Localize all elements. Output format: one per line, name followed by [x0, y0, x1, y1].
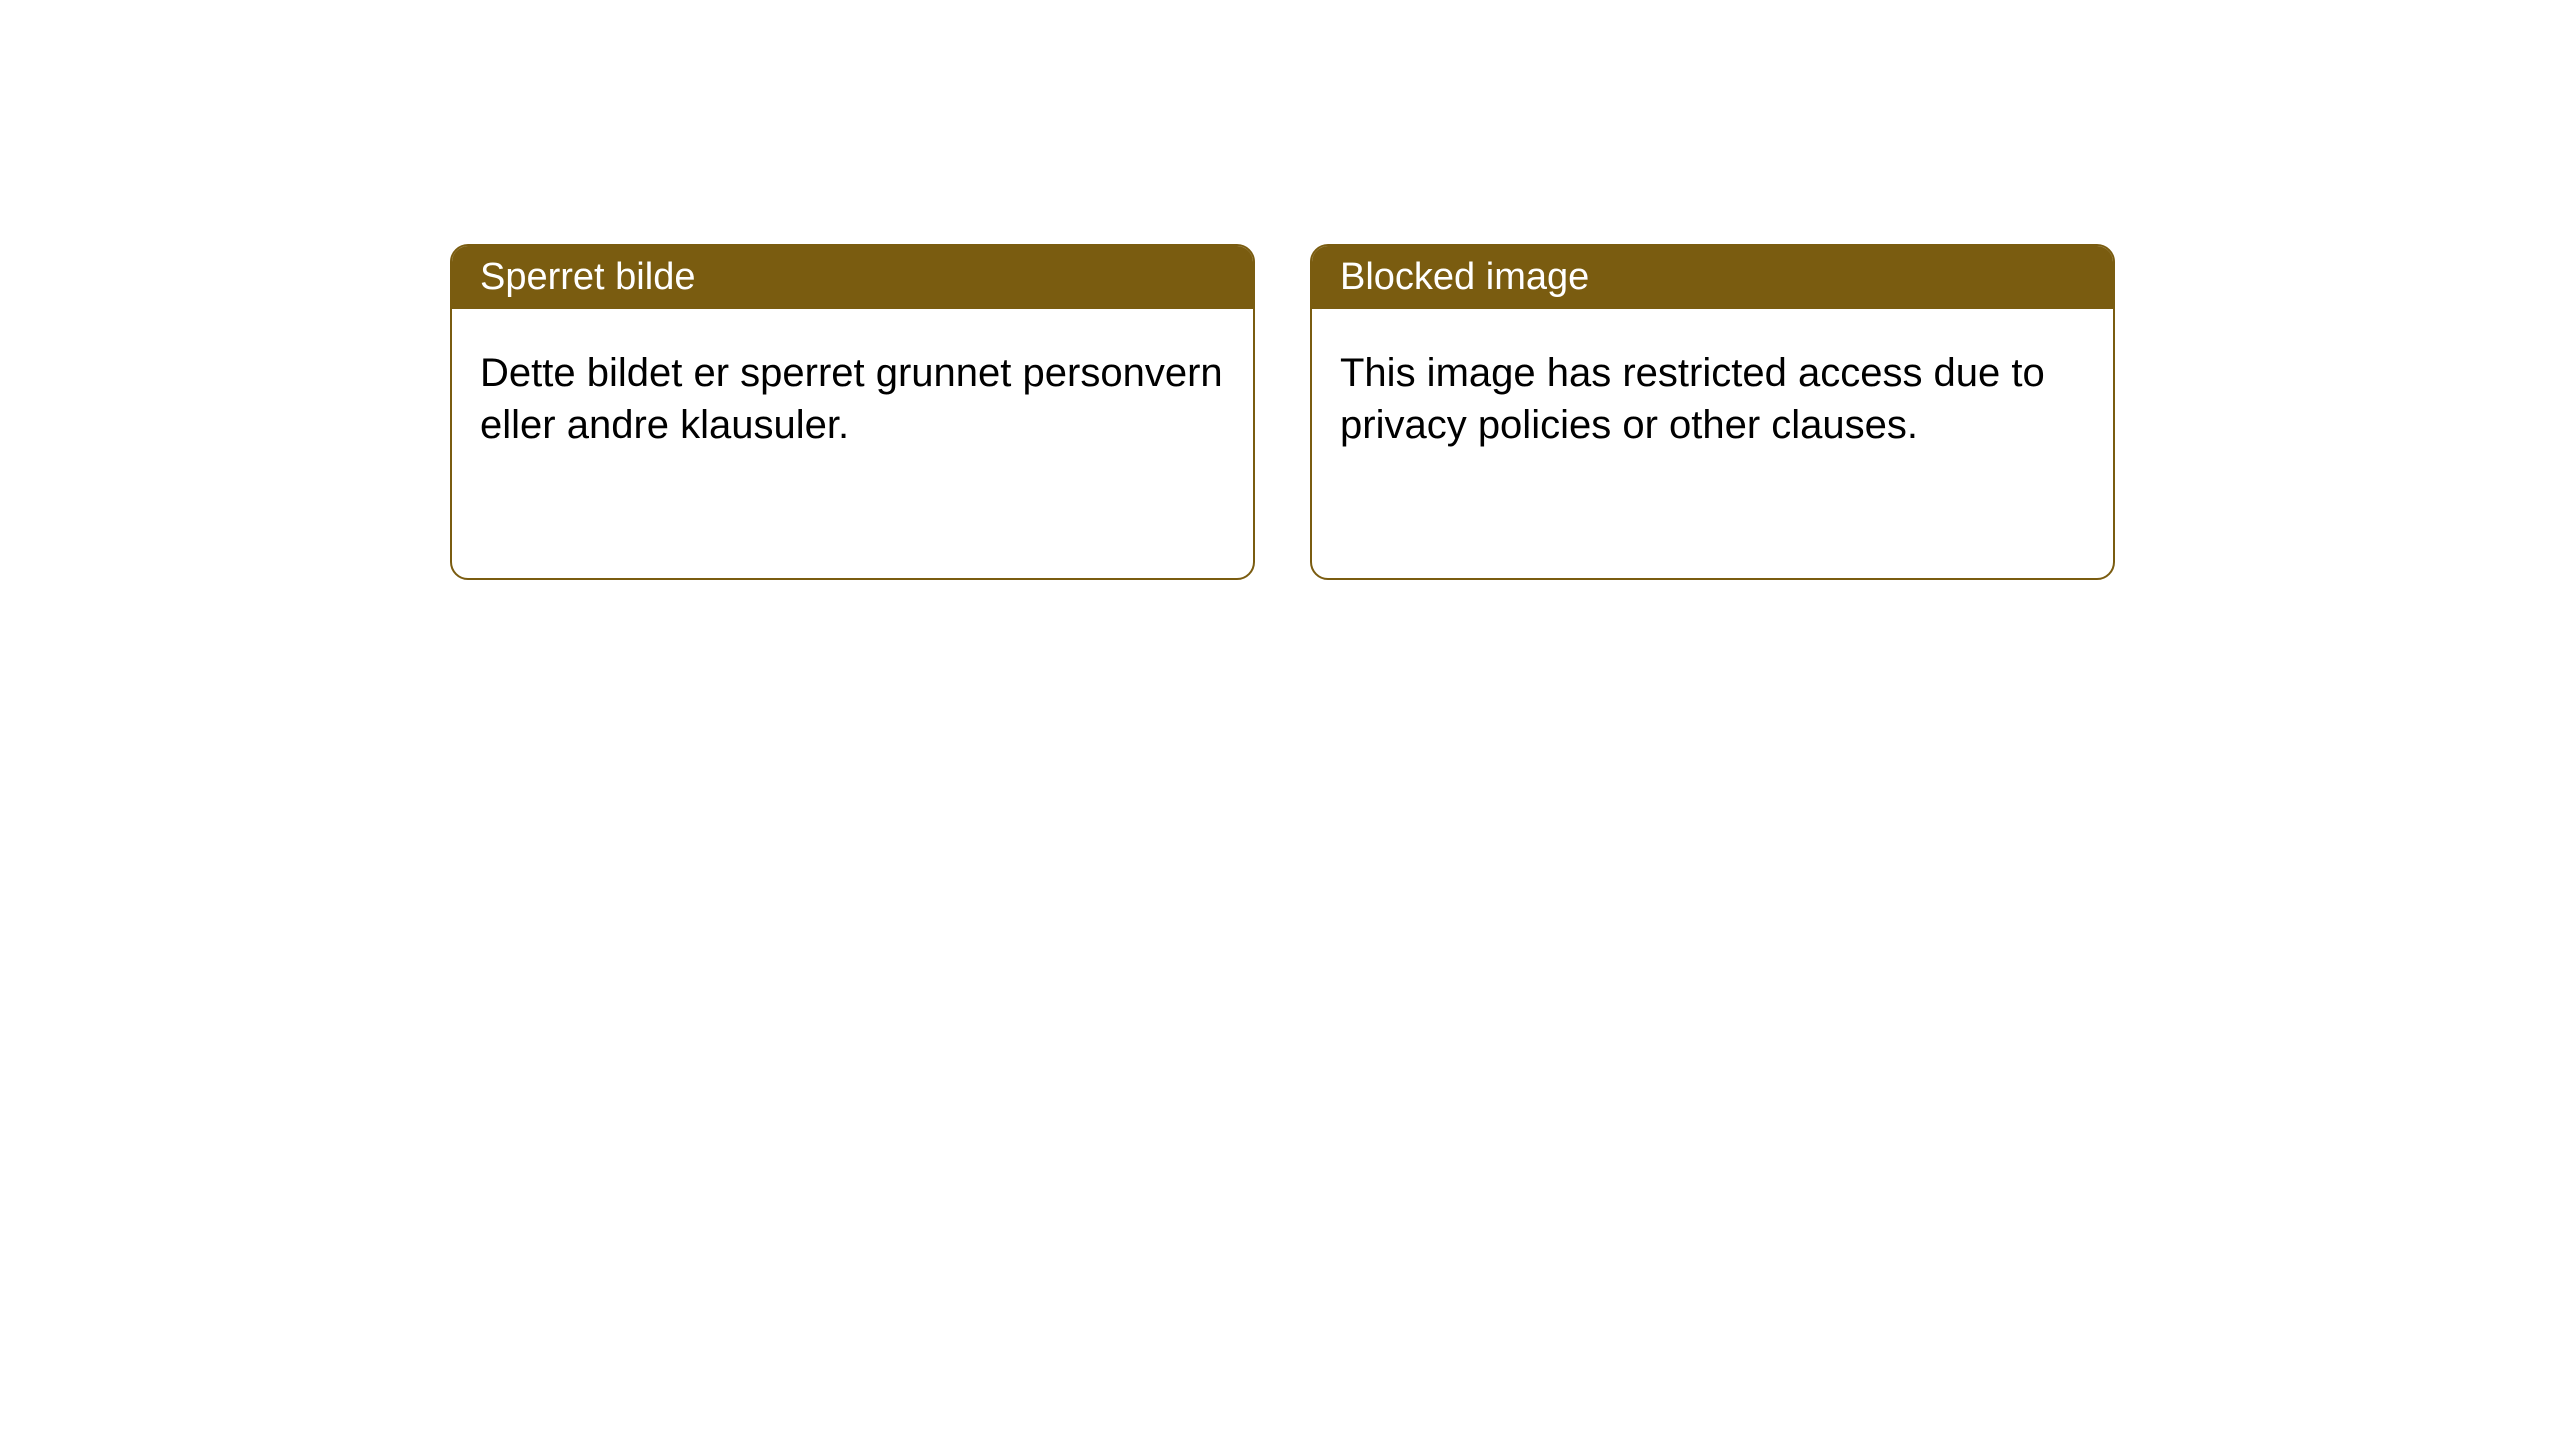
- notice-container: Sperret bilde Dette bildet er sperret gr…: [0, 0, 2560, 580]
- notice-header: Sperret bilde: [452, 246, 1253, 309]
- notice-card-norwegian: Sperret bilde Dette bildet er sperret gr…: [450, 244, 1255, 580]
- notice-card-english: Blocked image This image has restricted …: [1310, 244, 2115, 580]
- notice-message: Dette bildet er sperret grunnet personve…: [480, 351, 1223, 447]
- notice-message: This image has restricted access due to …: [1340, 351, 2045, 447]
- notice-body: This image has restricted access due to …: [1312, 309, 2113, 489]
- notice-title: Sperret bilde: [480, 256, 695, 298]
- notice-body: Dette bildet er sperret grunnet personve…: [452, 309, 1253, 489]
- notice-header: Blocked image: [1312, 246, 2113, 309]
- notice-title: Blocked image: [1340, 256, 1589, 298]
